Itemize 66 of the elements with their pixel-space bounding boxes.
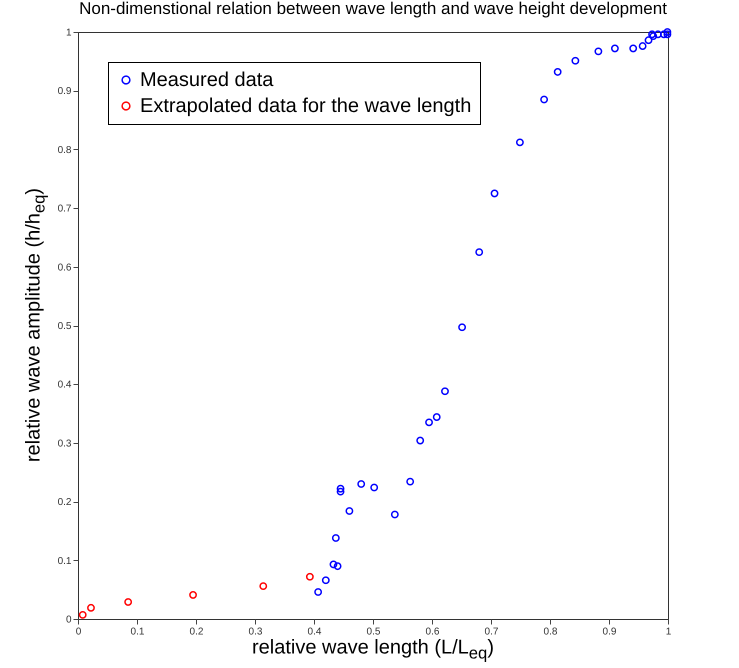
point (594, 47, 602, 56)
point (649, 32, 658, 40)
point (638, 42, 647, 50)
point (475, 248, 484, 256)
point (425, 418, 433, 426)
point (336, 488, 344, 496)
x-tick-label: 0.1 (130, 626, 145, 638)
point (336, 484, 344, 493)
x-tick-label: 0.3 (248, 626, 263, 638)
point (390, 510, 399, 518)
point (370, 484, 378, 492)
legend-label: Extrapolated data for the wave length (140, 95, 472, 117)
y-tick-label: 0.3 (58, 438, 72, 450)
point (516, 138, 524, 146)
point (664, 28, 672, 36)
y-tick-label: 0.5 (58, 321, 72, 332)
y-tick-label: 0.8 (58, 144, 72, 156)
point (322, 576, 330, 584)
legend-label: Measured data (140, 69, 274, 91)
point (124, 598, 132, 606)
y-tick-label: 0 (66, 614, 72, 626)
x-tick-label: 0.4 (308, 626, 322, 638)
y-tick-label: 0.7 (58, 204, 72, 215)
x-tick-label: 0 (76, 626, 82, 638)
point (644, 36, 652, 44)
point (334, 562, 342, 570)
point (345, 507, 354, 515)
point (540, 96, 548, 104)
point (654, 30, 662, 38)
point (406, 478, 414, 486)
point (648, 30, 656, 38)
y-tick-label: 0.4 (58, 380, 72, 391)
point (458, 323, 466, 332)
point (189, 591, 197, 599)
point (441, 387, 449, 396)
y-tick-label: 0.9 (58, 86, 72, 98)
point (87, 604, 95, 612)
y-tick-label: 0.2 (58, 497, 72, 508)
point (259, 582, 268, 590)
point (306, 572, 314, 581)
x-tick-label: 0.5 (366, 626, 381, 638)
point (490, 190, 498, 198)
point (629, 44, 638, 52)
point (332, 534, 340, 542)
x-tick-label: 1 (666, 626, 672, 638)
point (357, 480, 366, 488)
x-tick-label: 0.9 (602, 626, 617, 638)
point (664, 30, 672, 38)
x-tick-label: 0.8 (544, 626, 558, 638)
y-tick-label: 0.1 (58, 556, 72, 567)
y-tick-label: 1 (66, 28, 72, 38)
point (314, 588, 322, 596)
x-tick-label: 0.6 (426, 626, 440, 638)
x-tick-label: 0.7 (484, 626, 499, 638)
x-tick-label: 0.2 (190, 626, 204, 638)
x-axis-title: relative wave length (L/L$_{eq}$) (252, 636, 494, 664)
point (660, 30, 668, 38)
point (571, 56, 580, 65)
point (432, 413, 441, 421)
point (554, 68, 562, 76)
chart-title: Non-dimenstional relation between wave length and wave height development (79, 0, 668, 18)
y-tick-label: 0.6 (58, 262, 72, 274)
point (416, 436, 424, 444)
point (78, 610, 87, 619)
point (610, 44, 619, 52)
point (330, 560, 338, 568)
